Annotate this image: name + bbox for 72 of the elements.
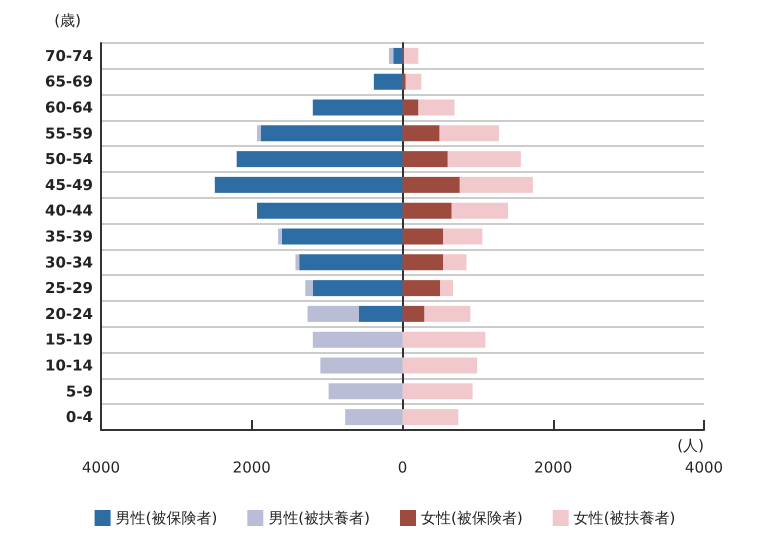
y-tick-label: 25-29 <box>45 279 93 298</box>
bar <box>402 254 444 270</box>
bar <box>424 306 470 322</box>
legend-label: 男性(被保険者) <box>116 509 218 527</box>
bar <box>308 306 359 322</box>
bar <box>320 358 402 374</box>
y-tick-label: 70-74 <box>45 46 93 65</box>
bar <box>278 228 282 244</box>
bar <box>443 254 467 270</box>
y-tick-label: 40-44 <box>45 202 93 220</box>
bar <box>418 100 455 116</box>
y-tick-label: 45-49 <box>45 176 93 194</box>
legend-label: 男性(被扶養者) <box>268 509 370 527</box>
bar <box>328 383 402 400</box>
x-tick-label: 4000 <box>82 458 120 476</box>
y-axis-title: (歳) <box>54 12 81 30</box>
bar <box>402 100 418 116</box>
bar <box>236 151 402 168</box>
bar <box>345 409 402 426</box>
y-tick-label: 15-19 <box>45 330 93 349</box>
bar <box>312 100 402 116</box>
y-tick-label: 65-69 <box>45 72 93 91</box>
y-tick-label: 30-34 <box>45 253 93 272</box>
bar <box>299 254 402 270</box>
x-tick-label: 2000 <box>534 458 572 476</box>
x-axis-title: (人) <box>677 436 704 454</box>
bar <box>406 74 422 90</box>
bar <box>388 48 394 64</box>
x-tick-label: 0 <box>398 458 408 476</box>
bar <box>451 202 508 219</box>
y-tick-label: 0-4 <box>66 408 93 426</box>
bar <box>439 125 499 142</box>
bar <box>282 228 402 244</box>
legend-label: 女性(被保険者) <box>421 509 523 527</box>
bar <box>402 228 444 244</box>
bar <box>402 280 440 296</box>
bar <box>402 409 458 426</box>
bar <box>393 48 402 64</box>
x-tick-label: 4000 <box>684 458 724 476</box>
bar <box>402 151 448 168</box>
bar <box>440 280 453 296</box>
y-tick-label: 10-14 <box>45 356 93 374</box>
y-tick-label: 5-9 <box>66 382 93 400</box>
bar <box>402 125 440 142</box>
y-tick-label: 50-54 <box>45 150 93 168</box>
bar <box>295 254 300 270</box>
bar <box>402 176 460 193</box>
y-tick-label: 60-64 <box>45 98 93 116</box>
bar <box>374 74 402 90</box>
legend-label: 女性(被扶養者) <box>574 509 676 527</box>
bar <box>358 306 402 322</box>
bar <box>312 280 402 296</box>
y-tick-label: 35-39 <box>45 228 93 246</box>
y-tick-label: 55-59 <box>45 124 93 142</box>
bar <box>402 74 406 90</box>
bar <box>402 202 452 219</box>
bar <box>443 228 482 244</box>
bar <box>257 125 261 142</box>
bar <box>312 332 402 348</box>
bar <box>404 48 418 64</box>
bar <box>402 358 478 374</box>
bar <box>257 202 402 219</box>
bar <box>460 176 533 193</box>
x-tick-label: 2000 <box>232 458 271 476</box>
bar <box>260 125 402 142</box>
y-tick-label: 20-24 <box>45 304 93 323</box>
bar <box>402 383 473 400</box>
bar <box>448 151 521 168</box>
bar <box>305 280 313 296</box>
bar <box>402 306 424 322</box>
bar <box>214 176 402 193</box>
bar <box>402 332 486 348</box>
